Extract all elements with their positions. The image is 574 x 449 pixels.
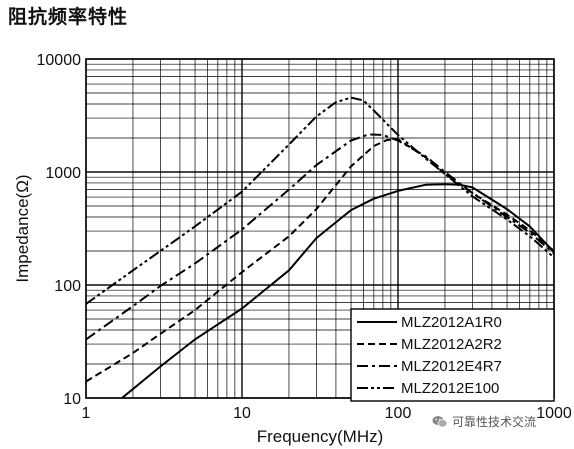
series-line-1	[85, 138, 555, 383]
wechat-icon	[432, 416, 448, 428]
series-line-2	[85, 133, 555, 341]
legend-label: MLZ2012E4R7	[401, 358, 502, 375]
y-tick-label: 10	[63, 391, 81, 408]
legend: MLZ2012A1R0 MLZ2012A2R2 MLZ2012E4R7 MLZ2012…	[350, 308, 555, 402]
watermark: 可靠性技术交流	[432, 413, 536, 430]
x-tick-label: 10	[233, 405, 251, 422]
x-tick-label: 100	[385, 405, 412, 422]
x-tick-label: 1	[82, 405, 91, 422]
y-tick-label: 100	[54, 278, 81, 295]
legend-label: MLZ2012A2R2	[401, 336, 502, 353]
x-axis-title: Frequency(MHz)	[257, 427, 384, 446]
series-line-0	[121, 183, 555, 399]
legend-box	[350, 308, 555, 402]
grid-minor	[86, 59, 554, 398]
plot-frame	[85, 58, 555, 399]
legend-label: MLZ2012E100	[401, 380, 499, 397]
series-lines	[85, 96, 555, 399]
watermark-text: 可靠性技术交流	[452, 415, 537, 429]
y-tick-label: 1000	[45, 165, 81, 182]
legend-label: MLZ2012A1R0	[401, 314, 502, 331]
y-tick-label: 10000	[37, 52, 82, 69]
page-title: 阻抗频率特性	[8, 6, 129, 28]
series-line-3	[85, 96, 555, 305]
x-tick-label: 1000	[536, 405, 572, 422]
y-axis-title: Impedance(Ω)	[13, 174, 32, 282]
